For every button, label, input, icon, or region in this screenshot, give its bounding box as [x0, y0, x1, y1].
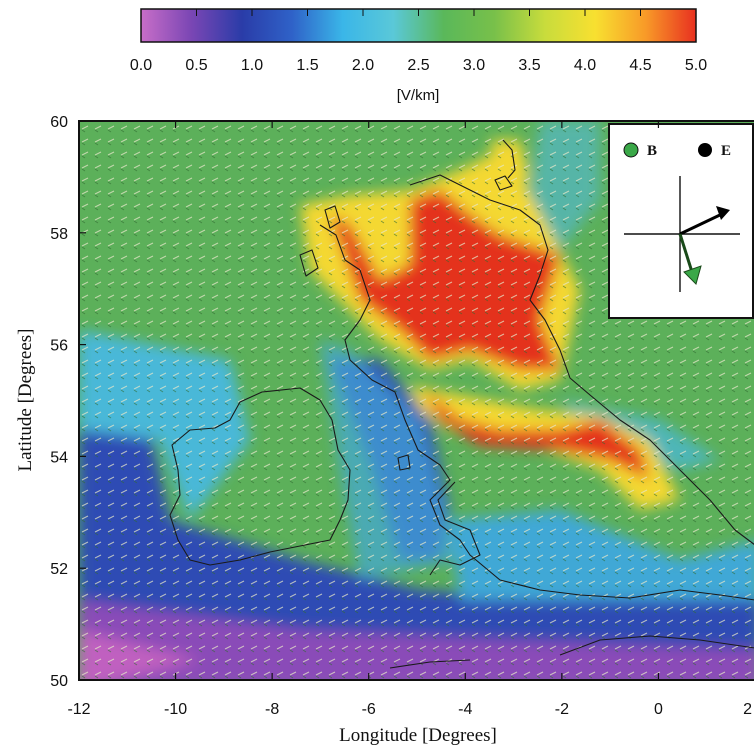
y-tick-label: 50 — [50, 673, 68, 690]
x-tick-label: -2 — [555, 701, 569, 718]
coastline-great-britain-west — [319, 224, 754, 601]
x-tick-label: -10 — [164, 701, 187, 718]
legend-b-arrowhead — [683, 265, 702, 285]
colorbar-tick-label: 3.0 — [463, 57, 485, 74]
map-frame — [78, 120, 754, 681]
legend-e-arrow — [679, 212, 723, 236]
x-tick-label: -4 — [458, 701, 472, 718]
coastlines — [169, 139, 754, 669]
coastline-brittany — [389, 659, 471, 669]
legend-b-marker — [623, 142, 639, 158]
colorbar-ticks: 0.0 0.5 1.0 1.5 2.0 2.5 3.0 3.5 4.0 4.5 5.0 — [130, 9, 707, 74]
x-tick-label: -8 — [265, 701, 279, 718]
legend-b-arrow — [678, 233, 694, 273]
colorbar-unit: [V/km] — [397, 87, 440, 104]
legend-e-label: E — [721, 143, 731, 159]
colorbar: 0.0 0.5 1.0 1.5 2.0 2.5 3.0 3.5 4.0 4.5 5.0 [V/km] — [130, 8, 707, 104]
legend-e-marker — [698, 143, 712, 157]
y-tick-label: 60 — [50, 114, 68, 131]
y-tick-label: 54 — [50, 449, 68, 466]
x-tick-label: -12 — [67, 701, 90, 718]
x-tick-label: -6 — [362, 701, 376, 718]
colorbar-tick-label: 0.5 — [185, 57, 207, 74]
colorbar-tick-label: 1.5 — [296, 57, 318, 74]
y-tick-label: 52 — [50, 561, 68, 578]
coastline-isle-of-man — [397, 454, 411, 471]
x-tick-label: 2 — [743, 701, 752, 718]
x-axis-label: Longitude [Degrees] — [339, 725, 497, 746]
coastline-france — [559, 635, 754, 656]
x-axis-ticks: -12 -10 -8 -6 -4 -2 0 2 — [67, 121, 752, 718]
colorbar-tick-label: 0.0 — [130, 57, 152, 74]
colorbar-tick-label: 2.0 — [352, 57, 374, 74]
coastline-ireland — [169, 387, 351, 566]
colorbar-tick-label: 5.0 — [685, 57, 707, 74]
map-figure: B E -12 -10 -8 -6 -4 -2 0 2 50 52 54 56 58 60 Longit… — [15, 114, 754, 746]
coastline-orkney — [494, 175, 513, 191]
coastline-great-britain-east — [409, 174, 754, 545]
y-axis-label: Latitude [Degrees] — [15, 329, 36, 472]
coastline-shetland — [502, 139, 516, 179]
y-axis-ticks: 50 52 54 56 58 60 — [50, 114, 86, 690]
colorbar-tick-label: 2.5 — [407, 57, 429, 74]
y-tick-label: 56 — [50, 338, 68, 355]
legend-box: B E — [608, 123, 754, 319]
coastline-hebrides — [299, 205, 341, 277]
y-tick-label: 58 — [50, 226, 68, 243]
legend-b-label: B — [647, 143, 657, 159]
x-tick-label: 0 — [654, 701, 663, 718]
colorbar-tick-label: 3.5 — [518, 57, 540, 74]
colorbar-tick-label: 4.5 — [629, 57, 651, 74]
colorbar-tick-label: 1.0 — [241, 57, 263, 74]
map-plot-area — [79, 121, 754, 680]
coastline-wales — [429, 481, 481, 576]
legend-e-arrowhead — [716, 206, 730, 220]
colorbar-tick-label: 4.0 — [574, 57, 596, 74]
